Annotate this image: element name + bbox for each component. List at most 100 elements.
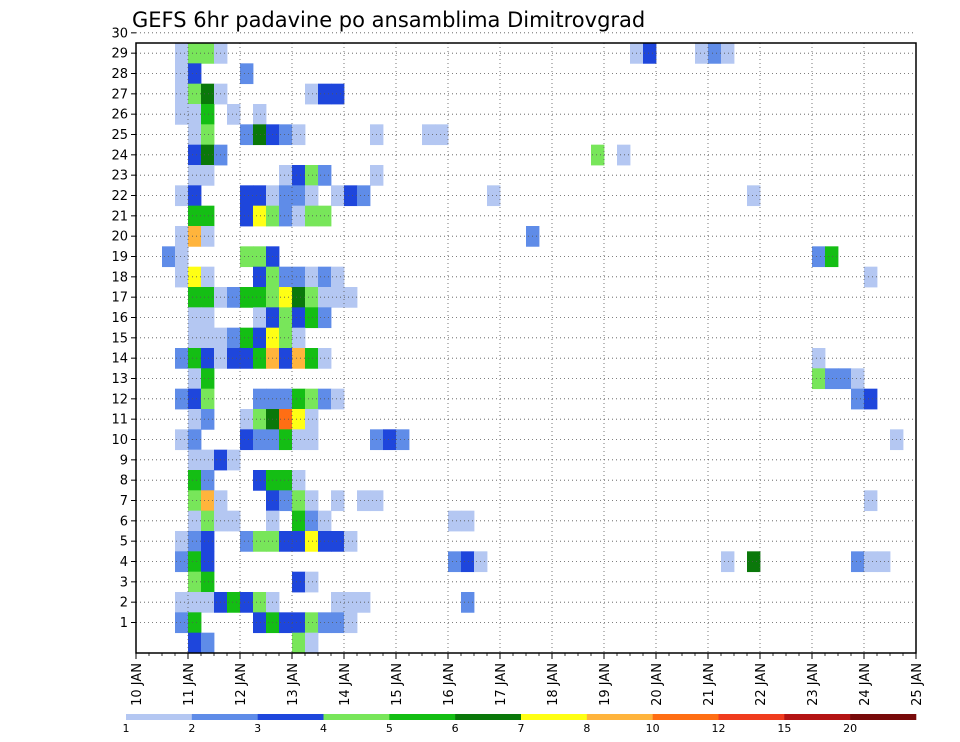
heatmap-cell [305, 307, 319, 329]
cells-layer [162, 43, 904, 654]
heatmap-cell [305, 632, 319, 654]
y-tick-label: 16 [111, 311, 128, 326]
y-tick-label: 18 [111, 270, 128, 285]
heatmap-cell [201, 409, 215, 430]
heatmap-cell [188, 104, 202, 125]
heatmap-cell [279, 287, 293, 308]
heatmap-cell [201, 165, 215, 186]
heatmap-cell [175, 63, 189, 85]
heatmap-cell [292, 470, 306, 491]
heatmap-cell [292, 612, 306, 634]
heatmap-cell [188, 388, 202, 410]
heatmap-cell [305, 83, 319, 105]
heatmap-cell [279, 409, 293, 430]
y-tick-label: 27 [111, 87, 128, 102]
heatmap-cell [201, 368, 215, 390]
heatmap-cell [292, 388, 306, 410]
heatmap-cell [279, 185, 293, 207]
heatmap-cell [305, 490, 319, 512]
heatmap-cell [305, 510, 319, 532]
heatmap-cell [240, 348, 254, 369]
x-tick-label: 13 JAN [286, 663, 301, 706]
legend-swatch [191, 714, 258, 720]
heatmap-cell [240, 429, 254, 451]
heatmap-cell [201, 510, 215, 532]
heatmap-cell [292, 409, 306, 430]
heatmap-cell [240, 185, 254, 207]
legend-label: 2 [188, 722, 195, 735]
heatmap-cell [864, 388, 878, 410]
heatmap-cell [201, 83, 215, 105]
heatmap-cell [305, 571, 319, 593]
heatmap-cell [253, 531, 267, 552]
y-tick-label: 1 [120, 616, 128, 631]
heatmap-cell [825, 368, 839, 390]
heatmap-cell [487, 185, 501, 207]
legend-swatch [455, 714, 522, 720]
legend-label: 20 [843, 722, 857, 735]
heatmap-cell [305, 165, 319, 186]
heatmap-cell [188, 205, 202, 227]
grid-lines [136, 32, 916, 653]
y-tick-label: 24 [111, 148, 128, 163]
legend-swatch [257, 714, 324, 720]
heatmap-cell [279, 531, 293, 552]
heatmap-cell [292, 632, 306, 654]
heatmap-cell [721, 43, 735, 64]
heatmap-cell [305, 266, 319, 288]
heatmap-cell [448, 551, 462, 573]
heatmap-cell [227, 510, 241, 532]
heatmap-cell [188, 43, 202, 64]
y-tick-label: 30 [111, 26, 128, 41]
x-tick-label: 23 JAN [806, 663, 821, 706]
heatmap-cell [188, 226, 202, 247]
legend-label: 4 [320, 722, 327, 735]
legend-label: 6 [452, 722, 459, 735]
heatmap-cell [344, 287, 358, 308]
heatmap-cell [188, 185, 202, 207]
legend-label: 3 [254, 722, 261, 735]
heatmap-cell [227, 449, 241, 471]
heatmap-cell [331, 266, 345, 288]
heatmap-cell [279, 165, 293, 186]
heatmap-cell [253, 266, 267, 288]
heatmap-cell [227, 287, 241, 308]
heatmap-cell [708, 43, 722, 64]
heatmap-cell [175, 592, 189, 613]
heatmap-cell [279, 327, 293, 349]
legend-label: 1 [123, 722, 130, 735]
x-tick-label: 25 JAN [910, 663, 925, 706]
heatmap-cell [175, 185, 189, 207]
heatmap-cell [357, 490, 371, 512]
heatmap-cell [201, 124, 215, 146]
y-tick-label: 3 [120, 575, 128, 590]
heatmap-cell [292, 124, 306, 146]
heatmap-cell [331, 531, 345, 552]
y-tick-label: 13 [111, 372, 128, 387]
heatmap-cell [448, 510, 462, 532]
heatmap-cell [253, 327, 267, 349]
heatmap-cell [188, 144, 202, 166]
heatmap-cell [253, 388, 267, 410]
heatmap-cell [253, 104, 267, 125]
legend-swatch [850, 714, 917, 720]
heatmap-cell [227, 104, 241, 125]
legend-swatch [323, 714, 390, 720]
heatmap-cell [279, 429, 293, 451]
x-tick-label: 17 JAN [494, 663, 509, 706]
heatmap-cell [201, 327, 215, 349]
heatmap-cell [188, 327, 202, 349]
heatmap-cell [331, 490, 345, 512]
legend-swatch [586, 714, 653, 720]
chart-title: GEFS 6hr padavine po ansamblima Dimitrov… [132, 8, 645, 32]
heatmap-cell [253, 348, 267, 369]
heatmap-cell [279, 388, 293, 410]
x-tick-label: 15 JAN [390, 663, 405, 706]
legend-swatch [718, 714, 785, 720]
heatmap-cell [240, 287, 254, 308]
y-tick-label: 28 [111, 67, 128, 82]
heatmap-cell [188, 551, 202, 573]
heatmap-cell [253, 470, 267, 491]
heatmap-cell [188, 368, 202, 390]
heatmap-cell [292, 205, 306, 227]
